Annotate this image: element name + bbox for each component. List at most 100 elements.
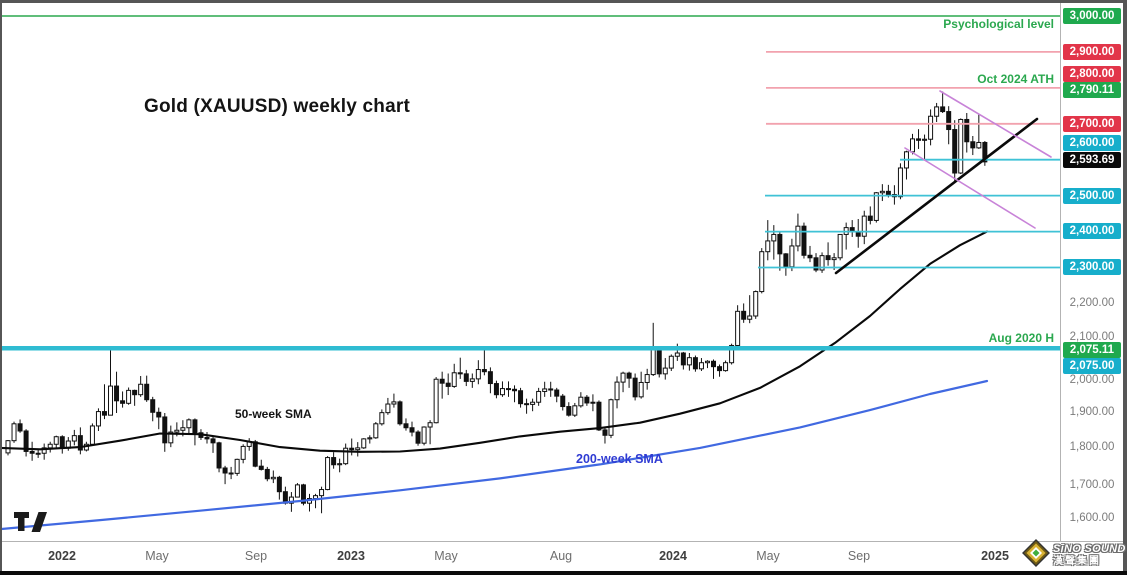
candle bbox=[867, 206, 873, 225]
candlestick-series bbox=[5, 91, 988, 514]
window-frame-top bbox=[0, 0, 1127, 3]
time-axis-label: 2022 bbox=[48, 549, 76, 563]
candle-body bbox=[89, 425, 95, 445]
candle-body bbox=[421, 426, 427, 444]
price-chart-plot[interactable] bbox=[0, 0, 1060, 541]
candle-body bbox=[403, 423, 409, 429]
candle bbox=[23, 429, 29, 457]
candle-body bbox=[584, 396, 590, 404]
candle-body bbox=[343, 447, 349, 465]
candle bbox=[566, 402, 572, 417]
candle-body bbox=[391, 401, 397, 405]
candle bbox=[427, 420, 433, 445]
candle bbox=[325, 456, 331, 491]
candle-body bbox=[970, 141, 976, 149]
price-axis-label: 2,400.00 bbox=[1063, 223, 1121, 239]
candle-body bbox=[300, 484, 306, 504]
candle-body bbox=[156, 411, 162, 418]
candle-body bbox=[325, 457, 331, 491]
candle bbox=[132, 389, 138, 406]
candle bbox=[47, 441, 53, 453]
candle bbox=[789, 238, 795, 272]
candle-body bbox=[777, 233, 783, 255]
candle bbox=[970, 136, 976, 156]
time-axis-label: 2023 bbox=[337, 549, 365, 563]
time-axis[interactable]: 2022 May Sep 2023 May Aug 2024 May Sep 2025 bbox=[0, 541, 1123, 572]
candle-body bbox=[499, 388, 505, 396]
candle bbox=[216, 441, 222, 473]
candle-body bbox=[825, 255, 831, 261]
candle-body bbox=[264, 468, 270, 480]
flag-channel-upper bbox=[939, 90, 1052, 158]
price-axis-label: 1,900.00 bbox=[1069, 406, 1115, 418]
candle-body bbox=[294, 484, 300, 498]
candle-body bbox=[47, 443, 53, 449]
candle bbox=[735, 305, 741, 347]
price-axis-label: 2,075.11 bbox=[1063, 342, 1121, 358]
candle-body bbox=[487, 371, 493, 385]
candle bbox=[849, 220, 855, 237]
price-axis[interactable]: 2,200.00 2,100.00 2,000.00 1,900.00 1,800.00… bbox=[1060, 0, 1124, 541]
candle-body bbox=[934, 106, 940, 117]
candle-body bbox=[946, 111, 952, 131]
candle bbox=[463, 369, 469, 387]
candle bbox=[602, 427, 608, 444]
candle-body bbox=[674, 352, 680, 357]
candle-body bbox=[138, 383, 144, 396]
candle bbox=[487, 367, 493, 394]
candle bbox=[964, 113, 970, 153]
candle-body bbox=[457, 372, 463, 375]
candle bbox=[614, 376, 620, 409]
candle-body bbox=[952, 129, 958, 174]
candle-body bbox=[427, 422, 433, 428]
candle-body bbox=[765, 240, 771, 253]
candle-body bbox=[735, 310, 741, 346]
candle bbox=[403, 418, 409, 431]
candle bbox=[512, 385, 518, 403]
window-frame-left bbox=[0, 0, 2, 575]
candle bbox=[897, 163, 903, 200]
candle-body bbox=[349, 447, 355, 451]
candle bbox=[916, 129, 922, 149]
candle bbox=[741, 303, 747, 323]
candle bbox=[499, 381, 505, 397]
candle-body bbox=[439, 378, 445, 384]
candle bbox=[524, 398, 530, 414]
candle bbox=[415, 430, 421, 446]
candle-body bbox=[101, 411, 107, 416]
candle bbox=[493, 380, 499, 399]
candle bbox=[258, 459, 264, 471]
candle bbox=[928, 109, 934, 146]
candle bbox=[156, 407, 162, 430]
time-axis-label: Sep bbox=[244, 549, 268, 563]
candle bbox=[572, 402, 578, 417]
candle bbox=[747, 295, 753, 324]
price-axis-label: 1,600.00 bbox=[1069, 512, 1115, 524]
candle-body bbox=[216, 442, 222, 469]
candle-body bbox=[120, 400, 126, 404]
candle-body bbox=[355, 447, 361, 451]
candle bbox=[638, 371, 644, 399]
candle-body bbox=[879, 190, 885, 194]
candle-body bbox=[590, 401, 596, 404]
candle-body bbox=[481, 369, 487, 373]
candle bbox=[686, 353, 692, 371]
candle-body bbox=[916, 138, 922, 141]
candle-body bbox=[542, 388, 548, 392]
candle-body bbox=[29, 450, 35, 454]
candle-body bbox=[41, 447, 47, 454]
candle-body bbox=[958, 118, 964, 174]
candle bbox=[717, 364, 723, 377]
price-axis-label: 2,600.00 bbox=[1063, 135, 1121, 151]
candle bbox=[270, 470, 276, 484]
candle bbox=[922, 134, 928, 160]
time-axis-label: Aug bbox=[549, 549, 573, 563]
candle bbox=[168, 425, 174, 448]
candle bbox=[759, 248, 765, 294]
candle bbox=[77, 427, 83, 455]
candle-body bbox=[258, 465, 264, 470]
candle bbox=[843, 222, 849, 250]
candle-body bbox=[704, 360, 710, 364]
candle-body bbox=[819, 255, 825, 271]
candle-body bbox=[337, 463, 343, 466]
